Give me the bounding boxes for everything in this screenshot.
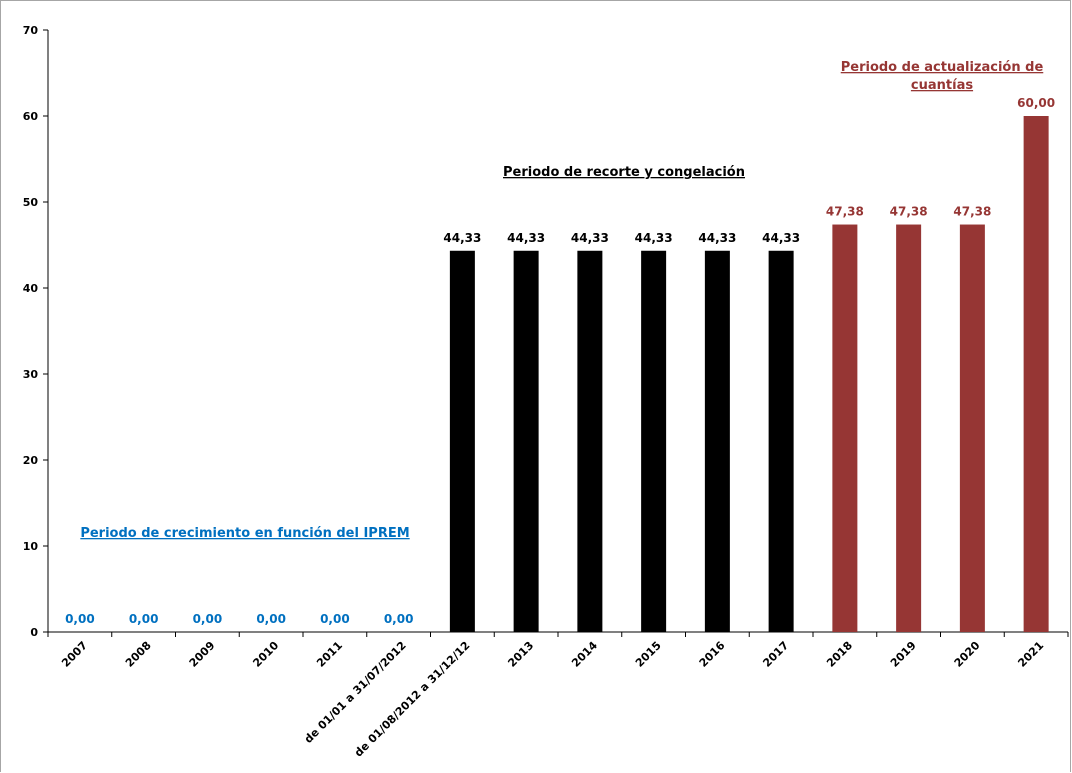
x-tick-label: 2019 [888,639,919,670]
x-tick-label: 2010 [250,639,281,670]
data-label: 0,00 [384,612,414,626]
bar [832,224,858,633]
x-tick-label: de 01/01 a 31/07/2012 [302,639,409,746]
bar [641,250,667,632]
data-label: 47,38 [826,205,864,219]
period-annotation: Periodo de recorte y congelación [503,165,745,180]
x-tick-label: 2013 [505,639,536,670]
period-annotation: cuantías [911,78,973,93]
data-label: 44,33 [762,231,800,245]
bar [959,224,985,633]
y-tick-label: 40 [23,282,39,295]
bar [449,250,475,632]
bar [704,250,730,632]
data-label: 47,38 [953,205,991,219]
bar [1023,116,1049,632]
x-tick-label: 2015 [633,639,664,670]
data-label: 44,33 [635,231,673,245]
y-tick-label: 20 [23,454,39,467]
data-label: 0,00 [320,612,350,626]
x-tick-label: 2021 [1015,639,1046,670]
bar [513,250,539,632]
x-tick-label: 2017 [760,639,791,670]
data-label: 44,33 [571,231,609,245]
y-tick-label: 30 [23,368,39,381]
x-tick-label: de 01/08/2012 a 31/12/12 [352,639,473,760]
x-tick-label: 2014 [569,639,600,670]
bar [896,224,922,633]
data-label: 44,33 [443,231,481,245]
x-tick-label: 2020 [952,639,983,670]
x-tick-label: 2008 [123,639,154,670]
x-tick-label: 2018 [824,639,855,670]
x-tick-label: 2011 [314,639,345,670]
y-tick-label: 70 [23,24,39,37]
data-label: 0,00 [193,612,223,626]
period-annotation: Periodo de crecimiento en función del IP… [80,526,409,541]
data-label: 0,00 [129,612,159,626]
bar [577,250,603,632]
x-tick-label: 2007 [59,639,90,670]
data-label: 47,38 [890,205,928,219]
x-tick-label: 2009 [187,639,218,670]
data-label: 0,00 [65,612,95,626]
data-label: 0,00 [256,612,286,626]
y-tick-label: 60 [23,110,39,123]
data-label: 44,33 [507,231,545,245]
y-tick-label: 0 [30,626,38,639]
bar [768,250,794,632]
period-annotation: Periodo de actualización de [841,60,1044,75]
x-tick-label: 2016 [697,639,728,670]
data-label: 60,00 [1017,96,1055,110]
y-tick-label: 50 [23,196,39,209]
y-tick-label: 10 [23,540,39,553]
data-label: 44,33 [698,231,736,245]
